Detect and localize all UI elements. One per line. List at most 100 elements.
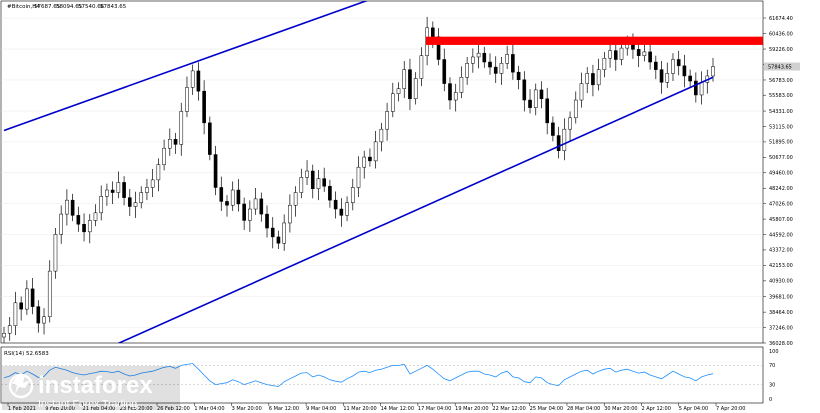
y-tick-label: 48242.00: [769, 186, 793, 192]
candle: [654, 55, 658, 80]
candle: [568, 111, 572, 141]
x-tick-label: 25 Mar 04:00: [530, 406, 563, 412]
candle: [87, 214, 92, 244]
candle: [19, 296, 23, 321]
candle: [488, 53, 492, 75]
candle: [562, 118, 567, 161]
y-tick-label: 38464.00: [769, 310, 793, 316]
rsi-tick-label: 100: [769, 349, 779, 355]
candle: [230, 181, 235, 211]
y-tick-label: 60436.00: [769, 31, 793, 37]
candle: [213, 145, 218, 196]
rsi-indicator: 100 70 30 0: [1, 349, 779, 403]
lower-channel-line: [118, 76, 714, 343]
candle: [322, 167, 327, 192]
candle: [93, 204, 98, 227]
rsi-tick-label: 0: [769, 397, 772, 403]
x-tick-label: 14 Mar 12:00: [381, 406, 414, 412]
y-tick-label: 45807.00: [769, 217, 793, 223]
y-tick-label: 59226.00: [769, 47, 793, 53]
candle: [47, 260, 52, 323]
candle: [236, 179, 241, 212]
candle: [573, 91, 578, 124]
candle: [499, 56, 504, 85]
candle: [185, 76, 189, 118]
candle: [545, 87, 549, 135]
x-tick-label: 21 Feb 04:00: [83, 406, 116, 412]
y-tick-label: 44592.00: [769, 232, 793, 238]
candle: [676, 50, 681, 76]
candle: [13, 291, 18, 336]
candle: [619, 41, 624, 66]
main-panel-frame: [0, 0, 764, 344]
candle: [116, 171, 121, 199]
candle: [493, 56, 498, 83]
candle: [7, 316, 12, 341]
candle: [505, 45, 509, 69]
candle: [408, 58, 412, 111]
rsi-label: RSI(14) 52.6583: [4, 351, 49, 357]
candle: [328, 179, 332, 208]
y-tick-label: 54331.00: [769, 109, 793, 115]
watermark-brand: instaforex: [38, 372, 153, 399]
candle: [516, 65, 521, 90]
candle: [162, 139, 166, 171]
candle: [25, 280, 29, 315]
candle: [642, 43, 647, 62]
y-tick-label: 47026.00: [769, 201, 793, 207]
candle: [202, 80, 206, 135]
ohlc-low: 57540.66: [78, 4, 105, 10]
candle: [533, 83, 538, 116]
y-tick-label: 43372.00: [769, 248, 793, 254]
y-tick-label: 49460.00: [769, 171, 793, 177]
candle: [688, 69, 692, 87]
candle: [556, 126, 561, 159]
resistance-zone-layer: [426, 36, 763, 45]
resistance-zone: [426, 36, 763, 45]
candle: [373, 130, 378, 169]
candle: [596, 58, 601, 91]
candle: [602, 51, 607, 78]
x-tick-label: 7 Apr 20:00: [716, 406, 745, 412]
last-price-box: [764, 62, 800, 71]
y-tick-label: 36028.00: [769, 341, 793, 347]
candle: [293, 186, 298, 217]
x-tick-label: 2 Apr 12:00: [641, 406, 670, 412]
y-tick-label: 37246.00: [769, 325, 793, 331]
candle: [522, 71, 527, 112]
x-tick-label: 19 Mar 20:00: [455, 406, 488, 412]
candle: [379, 122, 384, 152]
candle: [396, 82, 401, 102]
candle: [219, 176, 224, 211]
candle: [288, 194, 292, 233]
x-tick-label: 22 Mar 12:00: [492, 406, 525, 412]
y-tick-label: 56783.00: [769, 78, 793, 84]
candle: [682, 54, 687, 88]
price-axis: 61674.4060436.0059226.0058002.0056783.00…: [763, 16, 800, 347]
candle: [173, 132, 178, 154]
candle: [316, 169, 321, 201]
candle: [208, 116, 212, 161]
x-tick-label: 5 Apr 04:00: [679, 406, 708, 412]
candle: [591, 64, 595, 97]
candle: [265, 205, 269, 238]
candle: [133, 191, 138, 218]
candle: [419, 47, 424, 87]
candle: [648, 40, 652, 70]
candle: [465, 56, 469, 85]
candle: [385, 102, 389, 141]
candle: [413, 72, 418, 105]
rsi-tick-label: 70: [769, 363, 775, 369]
candle: [362, 150, 367, 179]
candle: [127, 189, 132, 216]
candle: [390, 82, 395, 118]
candle: [179, 102, 184, 156]
candle: [242, 197, 246, 230]
y-tick-label: 50677.00: [769, 155, 793, 161]
candle: [539, 81, 544, 109]
x-tick-label: 1 Mar 04:00: [194, 406, 224, 412]
candle: [122, 176, 126, 206]
y-tick-label: 40930.00: [769, 279, 793, 285]
candle: [482, 46, 487, 68]
rsi-line: [3, 363, 714, 387]
